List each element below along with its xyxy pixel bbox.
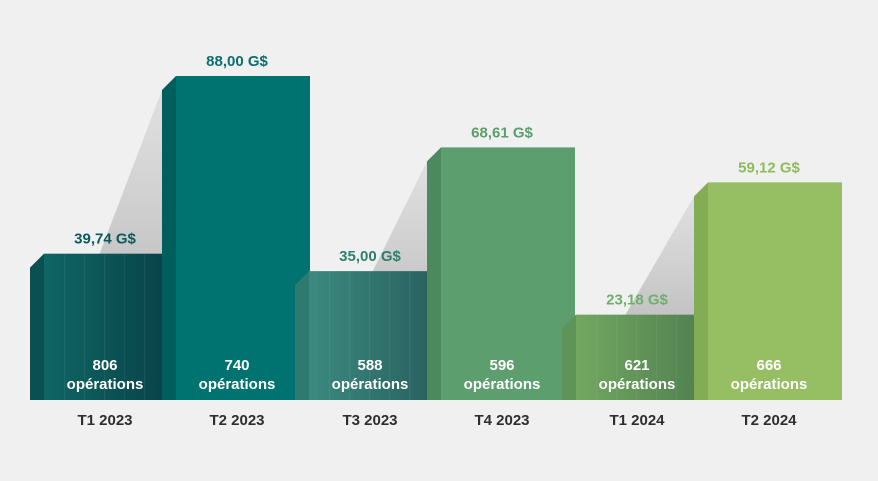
value-label-5: 59,12 G$	[738, 159, 800, 176]
category-label-0: T1 2023	[77, 412, 132, 429]
bar-stripe-2-3	[369, 271, 371, 400]
bar-stripe-0-2	[84, 253, 86, 400]
value-label-1: 88,00 G$	[206, 53, 268, 70]
operations-unit-1: opérations	[199, 376, 276, 393]
bar-0	[44, 253, 178, 400]
operations-unit-4: opérations	[599, 376, 676, 393]
bar-stripe-2-5	[409, 271, 411, 400]
value-label-3: 68,61 G$	[471, 124, 533, 141]
operations-count-3: 596	[489, 357, 514, 374]
category-label-1: T2 2023	[209, 412, 264, 429]
bar-stripe-4-2	[616, 314, 618, 400]
bar-stripe-0-5	[144, 253, 146, 400]
category-label-4: T1 2024	[609, 412, 665, 429]
bar-3	[441, 147, 575, 400]
operations-count-5: 666	[756, 357, 781, 374]
category-label-5: T2 2024	[741, 412, 797, 429]
bar-1	[176, 76, 310, 400]
bar-stripe-2-2	[349, 271, 351, 400]
bar-stripe-4-5	[676, 314, 678, 400]
bar-stripe-4-4	[656, 314, 658, 400]
operations-count-1: 740	[224, 357, 249, 374]
bar-stripe-4-1	[596, 314, 598, 400]
operations-unit-0: opérations	[67, 376, 144, 393]
operations-count-2: 588	[357, 357, 382, 374]
value-label-4: 23,18 G$	[606, 292, 668, 309]
operations-unit-5: opérations	[731, 376, 808, 393]
bar-side-3	[427, 147, 441, 400]
bar-stripe-2-1	[329, 271, 331, 400]
value-label-2: 35,00 G$	[339, 248, 401, 265]
category-label-3: T4 2023	[474, 412, 529, 429]
value-label-0: 39,74 G$	[74, 231, 136, 248]
operations-unit-3: opérations	[464, 376, 541, 393]
bar-4	[576, 314, 710, 400]
bar-2	[309, 271, 443, 400]
bar-stripe-4-3	[636, 314, 638, 400]
operations-unit-2: opérations	[332, 376, 409, 393]
category-label-2: T3 2023	[342, 412, 397, 429]
bar-stripe-0-1	[64, 253, 66, 400]
bar-side-5	[694, 182, 708, 400]
bar-side-1	[162, 76, 176, 400]
bar-stripe-2-4	[389, 271, 391, 400]
bar-side-4	[562, 314, 576, 400]
bar-5	[708, 182, 842, 400]
labels-layer: 39,74 G$ 806 opérations T1 2023 88,00 G$ 740 o…	[67, 53, 808, 429]
operations-count-4: 621	[624, 357, 649, 374]
bar-stripe-0-3	[104, 253, 106, 400]
bar-stripe-0-4	[124, 253, 126, 400]
operations-count-0: 806	[92, 357, 117, 374]
bars-layer	[30, 76, 842, 400]
bar-side-2	[295, 271, 309, 400]
bar-side-0	[30, 253, 44, 400]
